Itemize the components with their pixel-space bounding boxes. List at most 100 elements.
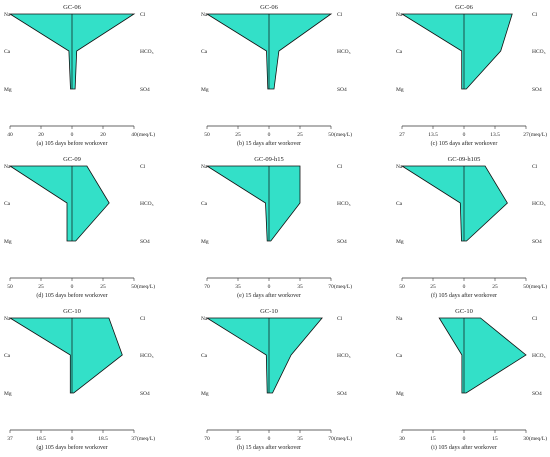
panel-caption: (d) 105 days before workover — [36, 292, 107, 299]
tick-label: 0 — [268, 284, 271, 290]
ion-label-left: Mg — [4, 87, 12, 93]
tick-label: 0 — [71, 436, 74, 442]
ion-label-right: SO4 — [337, 391, 347, 397]
ion-label-left: Na — [201, 316, 208, 322]
tick-label: 13.5 — [428, 132, 438, 138]
ion-label-left: Ca — [4, 353, 11, 359]
ion-label-left: Na — [4, 12, 11, 18]
ion-label-right: Cl — [140, 316, 146, 322]
tick-label: 37 — [7, 436, 13, 442]
tick-label: 25 — [492, 284, 498, 290]
tick-label: 30 — [399, 436, 405, 442]
ion-label-left: Mg — [201, 239, 209, 245]
panel-title: GC-06 — [455, 4, 473, 11]
unit-label: (meq/L) — [334, 283, 352, 290]
panel-caption: (b) 15 days after workover — [237, 140, 301, 147]
tick-label: 27 — [399, 132, 405, 138]
tick-label: 35 — [297, 436, 303, 442]
unit-label: (meq/L) — [137, 131, 155, 138]
panel-caption: (f) 105 days after workover — [431, 292, 497, 299]
ion-label-right: SO4 — [532, 239, 542, 245]
tick-label: 0 — [463, 436, 466, 442]
ion-label-left: Ca — [201, 353, 208, 359]
tick-label: 40 — [7, 132, 13, 138]
tick-label: 40 — [131, 132, 137, 138]
tick-label: 0 — [268, 132, 271, 138]
ion-label-left: Mg — [4, 239, 12, 245]
ion-label-left: Ca — [201, 201, 208, 207]
ion-label-right: HCO₃ — [532, 201, 546, 207]
panel-caption: (a) 105 days before workover — [37, 140, 108, 147]
ion-label-left: Ca — [396, 353, 403, 359]
ion-label-left: Ca — [4, 201, 11, 207]
ion-label-left: Mg — [396, 391, 404, 397]
ion-label-left: Mg — [4, 391, 12, 397]
ion-label-right: Cl — [337, 164, 343, 170]
ion-label-right: HCO₃ — [140, 49, 154, 55]
ion-label-left: Ca — [4, 49, 11, 55]
tick-label: 37 — [131, 436, 137, 442]
panel-title: GC-10 — [63, 308, 81, 315]
ion-label-right: SO4 — [532, 87, 542, 93]
ion-label-left: Na — [4, 316, 11, 322]
stiff-polygon — [205, 165, 301, 242]
unit-label: (meq/L) — [137, 435, 155, 442]
tick-label: 30 — [523, 436, 529, 442]
ion-label-right: SO4 — [140, 391, 150, 397]
ion-label-left: Na — [201, 12, 208, 18]
stiff-polygon — [400, 13, 513, 90]
stiff-polygon — [205, 317, 323, 394]
tick-label: 0 — [268, 436, 271, 442]
panel-title: GC-09-h15 — [254, 156, 284, 163]
ion-label-left: Mg — [201, 391, 209, 397]
unit-label: (meq/L) — [137, 283, 155, 290]
panel-title: GC-09-h105 — [448, 156, 481, 163]
panel-title: GC-09 — [63, 156, 81, 163]
tick-label: 50 — [523, 284, 529, 290]
stiff-polygon — [400, 165, 508, 242]
tick-label: 25 — [100, 284, 106, 290]
tick-label: 35 — [235, 284, 241, 290]
ion-label-right: HCO₃ — [337, 201, 351, 207]
tick-label: 0 — [463, 284, 466, 290]
ion-label-right: Cl — [337, 316, 343, 322]
ion-label-right: HCO₃ — [337, 353, 351, 359]
panel-title: GC-10 — [260, 308, 278, 315]
ion-label-left: Mg — [201, 87, 209, 93]
tick-label: 15 — [430, 436, 436, 442]
panel-title: GC-06 — [260, 4, 278, 11]
tick-label: 25 — [235, 132, 241, 138]
ion-label-right: SO4 — [140, 87, 150, 93]
ion-label-left: Na — [396, 164, 403, 170]
tick-label: 18.5 — [98, 436, 108, 442]
tick-label: 50 — [131, 284, 137, 290]
tick-label: 25 — [38, 284, 44, 290]
tick-label: 27 — [523, 132, 529, 138]
panel-title: GC-06 — [63, 4, 81, 11]
panel-caption: (c) 105 days after workover — [431, 140, 498, 147]
ion-label-right: HCO₃ — [532, 353, 546, 359]
ion-label-right: SO4 — [337, 87, 347, 93]
ion-label-left: Mg — [396, 87, 404, 93]
ion-label-left: Ca — [201, 49, 208, 55]
ion-label-left: Na — [396, 12, 403, 18]
ion-label-left: Na — [201, 164, 208, 170]
tick-label: 50 — [7, 284, 13, 290]
ion-label-right: Cl — [140, 12, 146, 18]
ion-label-right: HCO₃ — [140, 353, 154, 359]
tick-label: 35 — [235, 436, 241, 442]
ion-label-left: Mg — [396, 239, 404, 245]
stiff-polygon — [8, 165, 110, 242]
tick-label: 35 — [297, 284, 303, 290]
tick-label: 50 — [204, 132, 210, 138]
ion-label-right: HCO₃ — [337, 49, 351, 55]
tick-label: 50 — [399, 284, 405, 290]
panel-caption: (i) 105 days after workover — [431, 444, 497, 451]
tick-label: 0 — [71, 132, 74, 138]
